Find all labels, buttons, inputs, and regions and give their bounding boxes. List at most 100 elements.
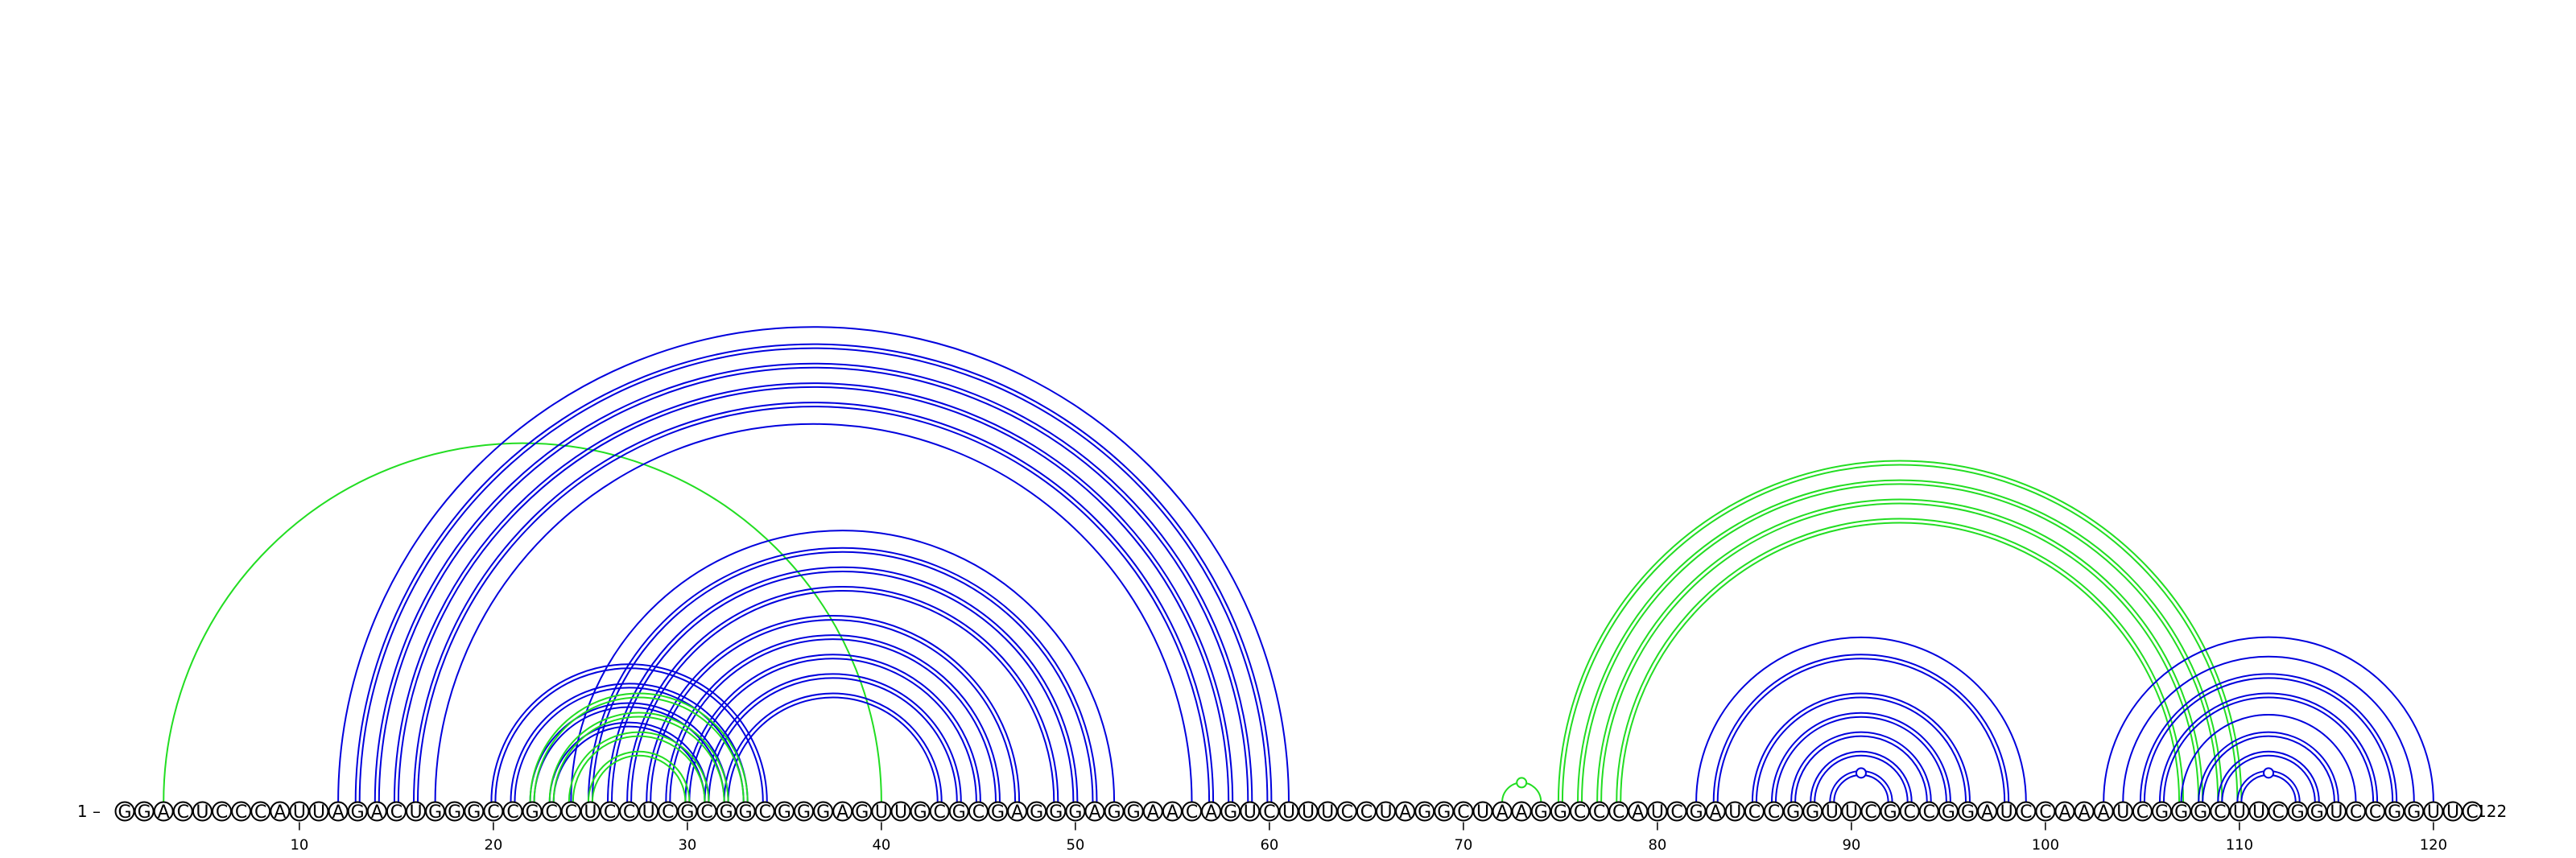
- nucleotide: G: [1958, 801, 1978, 823]
- nucleotide: U: [2326, 801, 2347, 823]
- nucleotide-letter: G: [1418, 802, 1431, 823]
- nucleotide: U: [192, 801, 213, 823]
- base-pair-arc: [552, 716, 725, 802]
- base-pair-arc: [1557, 460, 2243, 802]
- nucleotide-circle: [852, 801, 873, 822]
- nucleotide-circle: [2190, 801, 2211, 822]
- nucleotide-letter: U: [875, 802, 888, 823]
- nucleotide-letter: C: [604, 802, 616, 823]
- nucleotide: U: [1841, 801, 1862, 823]
- nucleotide: C: [696, 801, 717, 823]
- nucleotide-circle: [2346, 801, 2366, 822]
- nucleotide: A: [832, 801, 853, 823]
- nucleotide-circle: [677, 801, 698, 822]
- nucleotide: C: [1744, 801, 1765, 823]
- nucleotide: C: [2346, 801, 2366, 823]
- nucleotide: A: [2054, 801, 2075, 823]
- nucleotide-circle: [716, 801, 737, 822]
- nucleotide-circle: [968, 801, 989, 822]
- nucleotide: C: [2268, 801, 2289, 823]
- nucleotide-circle: [2306, 801, 2327, 822]
- nucleotide-circle: [2404, 801, 2425, 822]
- nucleotide-letter: A: [1011, 802, 1023, 823]
- nucleotide: G: [1104, 801, 1125, 823]
- base-pair-arc: [1596, 498, 2204, 802]
- nucleotide-circle: [114, 801, 135, 822]
- nucleotide-circle: [231, 801, 252, 822]
- nucleotide-letter: C: [2136, 802, 2149, 823]
- nucleotide-circle: [1628, 801, 1649, 822]
- base-pair-arc: [650, 619, 1017, 802]
- tick-label: 70: [1454, 837, 1472, 854]
- nucleotide: C: [1608, 801, 1629, 823]
- base-pair-arc: [2103, 636, 2434, 802]
- nucleotide: C: [1336, 801, 1357, 823]
- nucleotide: G: [2190, 801, 2211, 823]
- nucleotide-letter: C: [1864, 802, 1876, 823]
- base-pair-arc: [587, 547, 1098, 802]
- base-pair-arc: [587, 750, 691, 802]
- nucleotide: A: [2093, 801, 2114, 823]
- nucleotide-letter: C: [1341, 802, 1353, 823]
- nucleotide: G: [2306, 801, 2327, 823]
- nucleotide-circle: [2462, 801, 2483, 822]
- nucleotide: G: [1220, 801, 1241, 823]
- nucleotide-circle: [1492, 801, 1513, 822]
- nucleotide: U: [1298, 801, 1319, 823]
- nucleotide-letter: U: [1651, 802, 1664, 823]
- nucleotide-circle: [890, 801, 911, 822]
- nucleotide-circle: [2229, 801, 2250, 822]
- nucleotide-letter: G: [2388, 802, 2401, 823]
- nucleotide-letter: A: [1147, 802, 1159, 823]
- tick-label: 100: [2032, 837, 2059, 854]
- nucleotide: G: [134, 801, 155, 823]
- nucleotide-circle: [2326, 801, 2347, 822]
- nucleotide-circle: [1822, 801, 1843, 822]
- base-pair-arc: [354, 343, 1273, 802]
- nucleotide: A: [1705, 801, 1726, 823]
- tick-label: 90: [1842, 837, 1860, 854]
- nucleotide-circle: [1240, 801, 1261, 822]
- base-pair-arc: [393, 382, 1234, 802]
- nucleotide-letter: G: [952, 802, 966, 823]
- nucleotide-letter: G: [526, 802, 539, 823]
- nucleotide: U: [871, 801, 892, 823]
- nucleotide-circle: [1182, 801, 1202, 822]
- nucleotide-circle: [1162, 801, 1183, 822]
- nucleotide-circle: [1860, 801, 1881, 822]
- nucleotide-letter: C: [1904, 802, 1916, 823]
- nucleotide-circle: [1007, 801, 1028, 822]
- nucleotide: G: [464, 801, 485, 823]
- base-pair-arc: [1751, 692, 1971, 802]
- nucleotide-circle: [1434, 801, 1455, 822]
- nucleotide-circle: [1744, 801, 1765, 822]
- tick-label: 10: [290, 837, 308, 854]
- nucleotide: C: [658, 801, 679, 823]
- nucleotide-letter: C: [2466, 802, 2478, 823]
- nucleotide-circle: [2248, 801, 2269, 822]
- nucleotide-letter: C: [254, 802, 266, 823]
- nucleotide: C: [619, 801, 640, 823]
- nucleotide-letter: G: [1554, 802, 1567, 823]
- nucleotide-letter: C: [1768, 802, 1780, 823]
- base-pair-arc: [2163, 696, 2375, 802]
- nucleotide-circle: [754, 801, 775, 822]
- nucleotide-circle: [2152, 801, 2172, 822]
- nucleotide-letter: A: [1516, 802, 1528, 823]
- nucleotide-letter: U: [1321, 802, 1334, 823]
- nucleotide: C: [1570, 801, 1590, 823]
- nucleotide-circle: [192, 801, 213, 822]
- base-pair-arc: [1814, 754, 1909, 802]
- nucleotide: C: [1918, 801, 1939, 823]
- base-pair-arc: [1771, 712, 1951, 802]
- nucleotide-circle: [1705, 801, 1726, 822]
- nucleotide: U: [289, 801, 310, 823]
- base-pair-arc: [1581, 483, 2219, 802]
- nucleotide-letter: G: [680, 802, 694, 823]
- nucleotide-letter: G: [448, 802, 461, 823]
- nucleotide-circle: [1724, 801, 1745, 822]
- nucleotide-letter: G: [2291, 802, 2305, 823]
- nucleotide-letter: U: [2446, 802, 2459, 823]
- base-pair-arc: [417, 405, 1211, 802]
